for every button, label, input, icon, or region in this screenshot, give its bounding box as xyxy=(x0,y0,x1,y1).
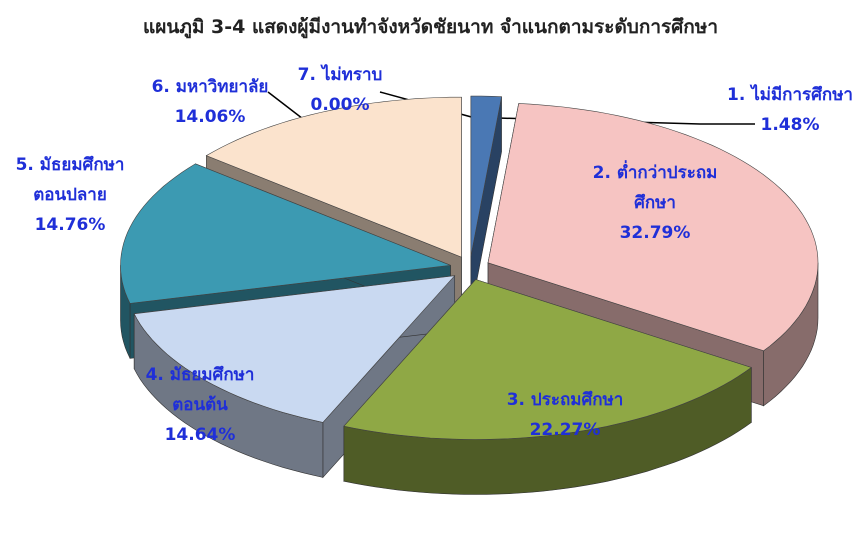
category-label: 6. มหาวิทยาลัย xyxy=(151,77,269,97)
category-label: 5. มัธยมศึกษาตอนปลาย xyxy=(15,155,125,205)
data-label: 2. ต่ำกว่าประถมศึกษา 32.79% xyxy=(585,158,725,248)
data-label: 7. ไม่ทราบ 0.00% xyxy=(270,60,410,120)
category-label: 4. มัธยมศึกษาตอนต้น xyxy=(145,365,255,415)
chart-title: แผนภูมิ 3-4 แสดงผู้มีงานทำจังหวัดชัยนาท … xyxy=(142,16,718,38)
slice xyxy=(205,96,462,258)
value-label: 0.00% xyxy=(310,95,370,115)
slice xyxy=(487,103,819,352)
value-label: 14.64% xyxy=(164,425,236,445)
data-label: 6. มหาวิทยาลัย 14.06% xyxy=(140,72,280,132)
value-label: 1.48% xyxy=(760,115,820,135)
value-label: 22.27% xyxy=(529,420,601,440)
slice xyxy=(120,163,451,304)
category-label: 2. ต่ำกว่าประถมศึกษา xyxy=(592,163,718,213)
data-label: 4. มัธยมศึกษาตอนต้น 14.64% xyxy=(130,360,270,450)
data-label: 3. ประถมศึกษา 22.27% xyxy=(495,385,635,445)
value-label: 14.06% xyxy=(174,107,246,127)
value-label: 32.79% xyxy=(619,223,691,243)
category-label: 3. ประถมศึกษา xyxy=(506,390,624,410)
category-label: 7. ไม่ทราบ xyxy=(297,65,383,85)
value-label: 14.76% xyxy=(34,215,106,235)
category-label: 1. ไม่มีการศึกษา xyxy=(727,85,853,105)
slice xyxy=(470,95,502,257)
data-label: 5. มัธยมศึกษาตอนปลาย 14.76% xyxy=(0,150,140,240)
slice xyxy=(343,279,752,440)
data-label: 1. ไม่มีการศึกษา 1.48% xyxy=(720,80,860,140)
slice xyxy=(133,275,456,423)
